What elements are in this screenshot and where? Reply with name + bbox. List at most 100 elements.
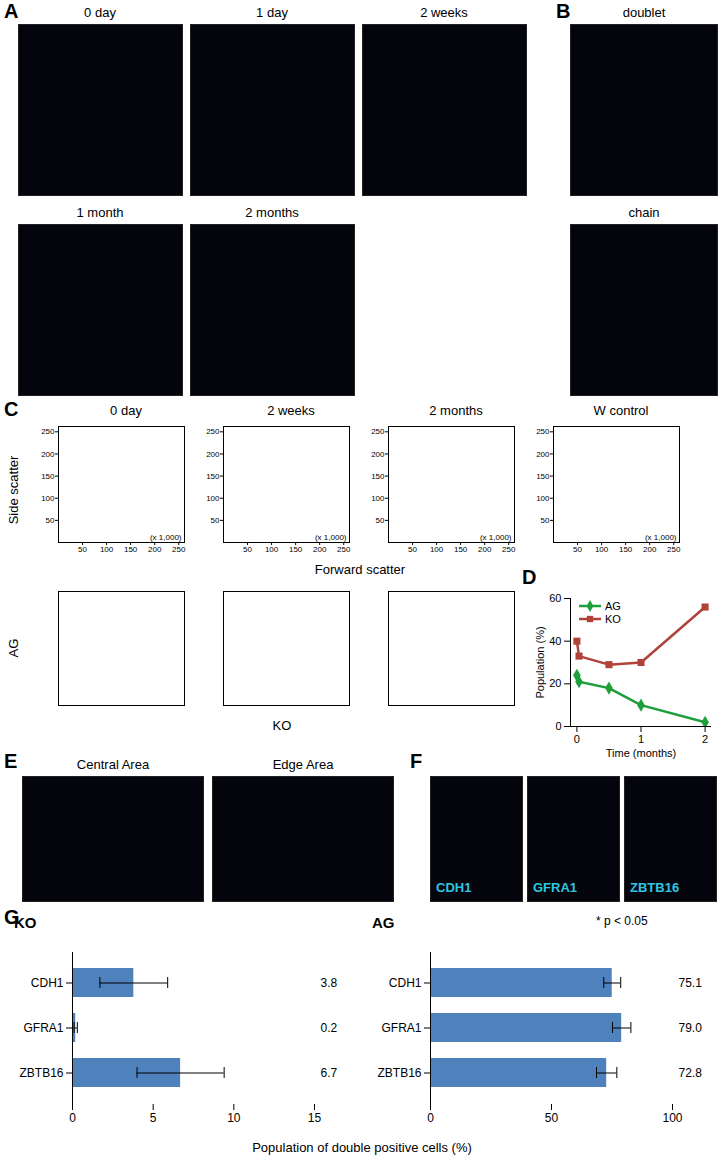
svg-text:250: 250 [206, 427, 220, 436]
html-text:D: D [522, 566, 537, 588]
svg-text:100: 100 [100, 545, 114, 554]
svg-text:10: 10 [227, 1111, 241, 1125]
svg-text:Time (months): Time (months) [606, 747, 677, 759]
svg-text:(x 1,000): (x 1,000) [150, 533, 182, 542]
svg-text:200: 200 [643, 545, 657, 554]
svg-text:100: 100 [206, 494, 220, 503]
svg-text:250: 250 [667, 545, 681, 554]
html-text:2 months: 2 months [429, 403, 483, 418]
html-text:0 day: 0 day [110, 403, 142, 418]
svg-text:200: 200 [206, 450, 220, 459]
svg-text:150: 150 [536, 472, 550, 481]
html-text:W control: W control [593, 403, 649, 418]
svg-text:79.0: 79.0 [679, 1021, 703, 1035]
svg-text:72.8: 72.8 [679, 1066, 703, 1080]
svg-text:150: 150 [454, 545, 468, 554]
svg-text:20: 20 [549, 677, 561, 689]
html-text:KO: KO [14, 914, 37, 931]
svg-text:3.8: 3.8 [321, 976, 338, 990]
svg-text:GFRA1: GFRA1 [381, 1021, 421, 1035]
svg-text:200: 200 [313, 545, 327, 554]
html-text:1 month: 1 month [76, 205, 124, 220]
svg-text:CDH1: CDH1 [31, 976, 64, 990]
svg-text:(x 1,000): (x 1,000) [480, 533, 512, 542]
html-text:Edge Area: Edge Area [272, 757, 334, 772]
svg-text:GFRA1: GFRA1 [23, 1021, 63, 1035]
svg-text:200: 200 [371, 450, 385, 459]
svg-text:150: 150 [371, 472, 385, 481]
svg-text:ZBTB16: ZBTB16 [377, 1066, 421, 1080]
html-text:B: B [556, 0, 571, 22]
svg-text:15: 15 [308, 1111, 322, 1125]
svg-text:ZBTB16: ZBTB16 [19, 1066, 63, 1080]
svg-text:50: 50 [541, 516, 550, 525]
html-text:Forward scatter: Forward scatter [314, 562, 406, 577]
html-text:0 day: 0 day [84, 5, 116, 20]
html-text:2 months: 2 months [245, 205, 299, 220]
svg-text:100: 100 [371, 494, 385, 503]
svg-text:150: 150 [289, 545, 303, 554]
svg-text:0: 0 [69, 1111, 76, 1125]
html-text:Population of double positive: Population of double positive cells (%) [252, 1140, 472, 1155]
svg-text:100: 100 [430, 545, 444, 554]
svg-text:150: 150 [41, 472, 55, 481]
html-text:A: A [4, 0, 19, 22]
html-text:CDH1: CDH1 [436, 880, 472, 895]
svg-text:200: 200 [536, 450, 550, 459]
svg-text:0: 0 [427, 1111, 434, 1125]
html-text:chain: chain [628, 205, 660, 220]
svg-text:50: 50 [243, 545, 252, 554]
svg-text:200: 200 [148, 545, 162, 554]
svg-text:0.2: 0.2 [321, 1021, 338, 1035]
svg-text:150: 150 [619, 545, 633, 554]
svg-text:100: 100 [265, 545, 279, 554]
svg-text:250: 250 [371, 427, 385, 436]
svg-text:60: 60 [549, 592, 561, 604]
svg-text:50: 50 [211, 516, 220, 525]
svg-text:150: 150 [124, 545, 138, 554]
html-text:AG: AG [6, 638, 21, 658]
svg-text:250: 250 [337, 545, 351, 554]
svg-text:6.7: 6.7 [321, 1066, 338, 1080]
html-text:2 weeks: 2 weeks [267, 403, 315, 418]
html-text:ZBTB16: ZBTB16 [630, 880, 680, 895]
svg-text:50: 50 [408, 545, 417, 554]
html-text:doublet: doublet [622, 5, 666, 20]
svg-text:(x 1,000): (x 1,000) [645, 533, 677, 542]
html-text:2 weeks: 2 weeks [420, 5, 468, 20]
html-text:C: C [4, 398, 19, 420]
html-text:GFRA1: GFRA1 [533, 880, 578, 895]
svg-text:50: 50 [573, 545, 582, 554]
svg-text:250: 250 [41, 427, 55, 436]
svg-text:100: 100 [41, 494, 55, 503]
svg-text:250: 250 [172, 545, 186, 554]
html-text:AG: AG [372, 914, 395, 931]
html-text:1 day: 1 day [256, 5, 288, 20]
html-text:Central Area: Central Area [76, 757, 150, 772]
svg-text:100: 100 [536, 494, 550, 503]
html-text:Side scatter: Side scatter [6, 455, 21, 525]
html-text:KO: KO [272, 718, 292, 733]
svg-text:200: 200 [41, 450, 55, 459]
svg-text:50: 50 [376, 516, 385, 525]
svg-text:50: 50 [46, 516, 55, 525]
svg-text:1: 1 [638, 733, 644, 745]
svg-text:(x 1,000): (x 1,000) [315, 533, 347, 542]
svg-text:200: 200 [478, 545, 492, 554]
svg-text:0: 0 [555, 720, 561, 732]
svg-text:150: 150 [206, 472, 220, 481]
html-text:G: G [4, 906, 20, 928]
svg-text:75.1: 75.1 [679, 976, 703, 990]
svg-text:250: 250 [502, 545, 516, 554]
svg-text:250: 250 [536, 427, 550, 436]
svg-text:40: 40 [549, 635, 561, 647]
svg-text:Population (%): Population (%) [534, 626, 546, 698]
svg-text:50: 50 [545, 1111, 559, 1125]
svg-text:50: 50 [78, 545, 87, 554]
svg-text:CDH1: CDH1 [389, 976, 422, 990]
svg-text:100: 100 [662, 1111, 682, 1125]
svg-text:2: 2 [702, 733, 708, 745]
svg-text:0: 0 [574, 733, 580, 745]
svg-text:100: 100 [595, 545, 609, 554]
svg-text:5: 5 [150, 1111, 157, 1125]
